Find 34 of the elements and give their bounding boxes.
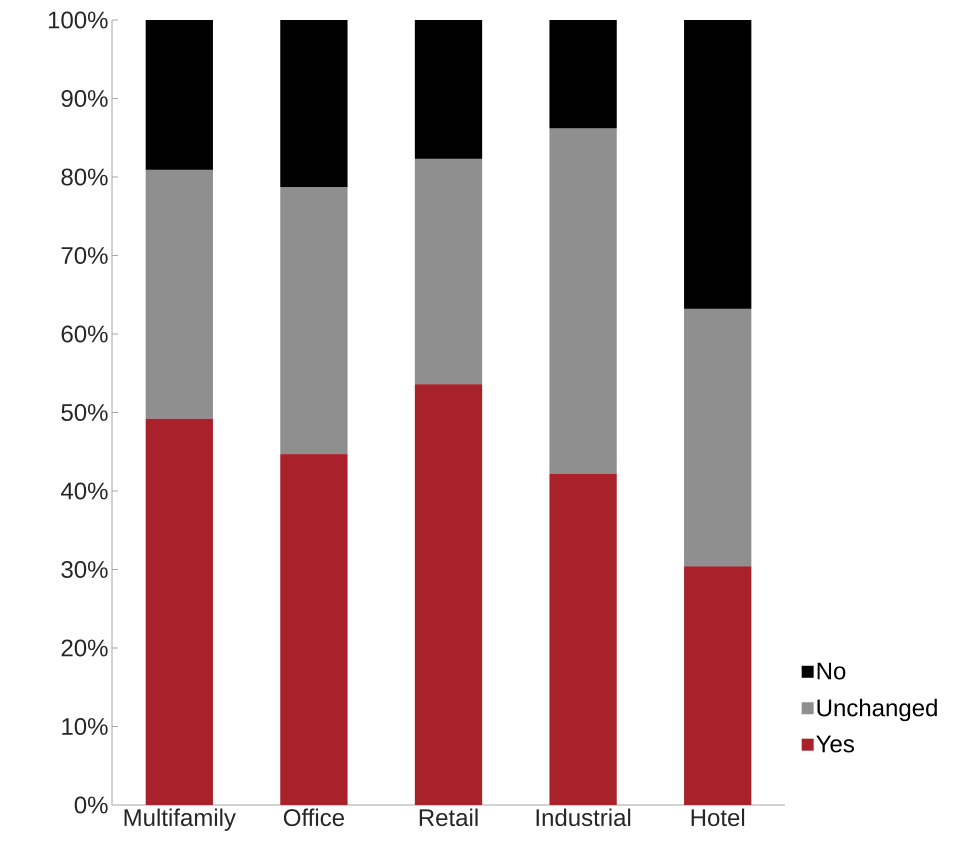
x-tick-label: Industrial: [536, 808, 630, 826]
bar: [684, 20, 752, 309]
x-tick-label: Hotel: [692, 808, 744, 826]
bar: [549, 20, 617, 128]
y-tick-label: 100%: [48, 12, 108, 28]
y-tick-label: 10%: [62, 718, 108, 735]
bar: [684, 308, 752, 566]
y-tick-label: 90%: [62, 90, 108, 107]
legend-label: No: [818, 662, 846, 680]
legend-label: Yes: [816, 736, 854, 752]
legend-label: Unchanged: [818, 698, 937, 722]
y-tick-label: 80%: [61, 168, 108, 186]
bar: [280, 187, 348, 454]
bar: [549, 128, 617, 474]
bar: [414, 384, 482, 805]
bar: [280, 454, 348, 805]
bar: [414, 158, 482, 384]
x-tick-label: Retail: [420, 808, 478, 826]
y-tick-label: 20%: [62, 639, 108, 656]
x-tick-label: Multifamily: [124, 808, 236, 831]
bar: [414, 20, 482, 159]
y-tick-label: 60%: [62, 325, 108, 342]
bar: [146, 20, 213, 170]
y-tick-label: 40%: [60, 482, 108, 500]
y-tick-label: 30%: [61, 560, 108, 578]
bar: [146, 418, 213, 805]
y-tick-label: 70%: [62, 246, 108, 264]
y-tick-label: 50%: [61, 404, 108, 421]
x-tick-label: Office: [284, 808, 344, 826]
bar: [146, 170, 213, 419]
bar: [684, 566, 752, 805]
bar: [280, 20, 348, 188]
bar: [549, 474, 617, 805]
y-tick-label: 0%: [74, 796, 108, 814]
